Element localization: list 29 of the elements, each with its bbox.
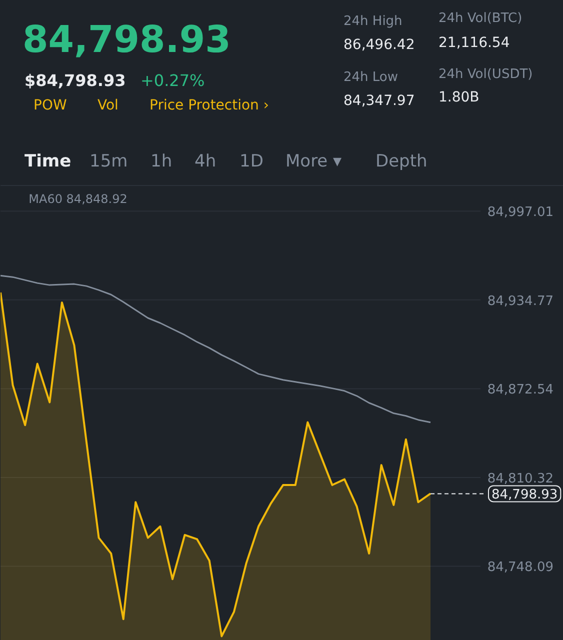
text: 1D	[240, 152, 264, 172]
y-tick-label: 84,748.09	[487, 560, 554, 576]
line-series	[0, 274, 432, 424]
y-tick-label: 84,934.77	[487, 294, 554, 309]
text: 15m	[90, 152, 128, 172]
text: Time	[24, 152, 72, 172]
y-tick-label: 84,810.32	[487, 471, 554, 486]
text: $84,798.93	[24, 71, 126, 90]
text: Price Protection ›	[150, 98, 269, 114]
text: 1h	[150, 152, 172, 172]
text: 86,496.42	[344, 37, 415, 53]
text: Vol	[98, 98, 118, 114]
y-tick-label: 84,997.01	[487, 205, 554, 220]
chart-title: 84,798.93	[22, 18, 231, 61]
text: 24h Low	[344, 70, 398, 85]
text: POW	[34, 98, 67, 114]
text: 4h	[194, 152, 216, 172]
text: 24h Vol(USDT)	[438, 67, 533, 82]
text: More ▾	[286, 152, 342, 172]
ref-line-label: 84,798.93	[492, 488, 558, 503]
text: 21,116.54	[438, 35, 510, 51]
y-tick-label: 84,872.54	[487, 382, 554, 398]
annotation: MA60 84,848.92	[28, 192, 128, 206]
text: +0.27%	[140, 71, 205, 90]
text: Depth	[376, 152, 428, 172]
text: 84,347.97	[344, 93, 415, 109]
text: 1.80B	[438, 90, 480, 106]
text: 24h Vol(BTC)	[438, 11, 522, 26]
text: 24h High	[344, 14, 402, 29]
